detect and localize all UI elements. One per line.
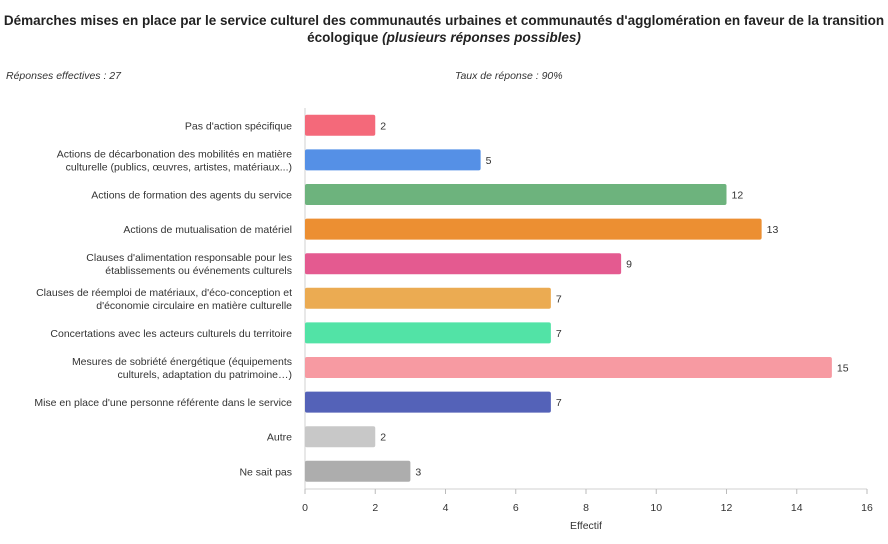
chart-title-line2: écologique (plusieurs réponses possibles… — [0, 29, 888, 46]
category-label: culturels, adaptation du patrimoine…) — [117, 369, 292, 381]
data-label: 3 — [415, 466, 421, 478]
chart-title-italic: (plusieurs réponses possibles) — [382, 30, 581, 45]
x-tick-label: 6 — [513, 502, 519, 514]
bar — [305, 184, 727, 205]
category-label: établissements ou événements culturels — [105, 265, 292, 277]
x-tick-label: 14 — [791, 502, 803, 514]
bar — [305, 357, 832, 378]
data-label: 2 — [380, 120, 386, 132]
category-label: Pas d'action spécifique — [185, 120, 292, 132]
bar — [305, 322, 551, 344]
category-label: Ne sait pas — [239, 466, 292, 478]
chart-title-line1: Démarches mises en place par le service … — [3, 13, 885, 28]
category-label: Mesures de sobriété énergétique (équipem… — [72, 356, 292, 368]
x-tick-label: 10 — [650, 502, 662, 514]
data-label: 7 — [556, 328, 562, 340]
responses-count: Réponses effectives : 27 — [6, 70, 121, 82]
category-label: Mise en place d'une personne référente d… — [34, 397, 292, 409]
data-label: 2 — [380, 432, 386, 444]
category-label: Actions de mutualisation de matériel — [123, 224, 292, 236]
x-axis-title: Effectif — [570, 520, 602, 532]
data-label: 5 — [486, 155, 492, 167]
category-label: Concertations avec les acteurs culturels… — [50, 328, 292, 340]
bar — [305, 149, 481, 171]
x-tick-label: 12 — [721, 502, 733, 514]
category-label: Clauses de réemploi de matériaux, d'éco-… — [36, 287, 292, 299]
x-tick-label: 4 — [443, 502, 449, 514]
category-label: Actions de formation des agents du servi… — [91, 190, 292, 202]
x-tick-label: 0 — [302, 502, 308, 514]
bar — [305, 460, 411, 482]
data-label: 15 — [837, 363, 849, 375]
data-label: 7 — [556, 293, 562, 305]
category-label: Autre — [267, 432, 292, 444]
chart-title-cont: écologique — [307, 30, 379, 45]
response-rate: Taux de réponse : 90% — [455, 70, 563, 82]
chart-title: Démarches mises en place par le service … — [0, 12, 888, 46]
data-label: 13 — [767, 224, 779, 236]
category-label: Actions de décarbonation des mobilités e… — [57, 148, 292, 160]
x-tick-label: 2 — [372, 502, 378, 514]
data-label: 7 — [556, 397, 562, 409]
bar — [305, 114, 376, 136]
bar — [305, 253, 622, 275]
bar — [305, 391, 551, 413]
x-tick-label: 16 — [861, 502, 873, 514]
category-label: d'économie circulaire en matière culture… — [96, 300, 292, 312]
category-label: Clauses d'alimentation responsable pour … — [86, 252, 292, 264]
data-label: 9 — [626, 259, 632, 271]
data-label: 12 — [732, 190, 744, 202]
category-label: culturelle (publics, œuvres, artistes, m… — [66, 161, 292, 173]
x-tick-label: 8 — [583, 502, 589, 514]
bar — [305, 426, 376, 448]
bar — [305, 287, 551, 309]
bar — [305, 218, 762, 240]
